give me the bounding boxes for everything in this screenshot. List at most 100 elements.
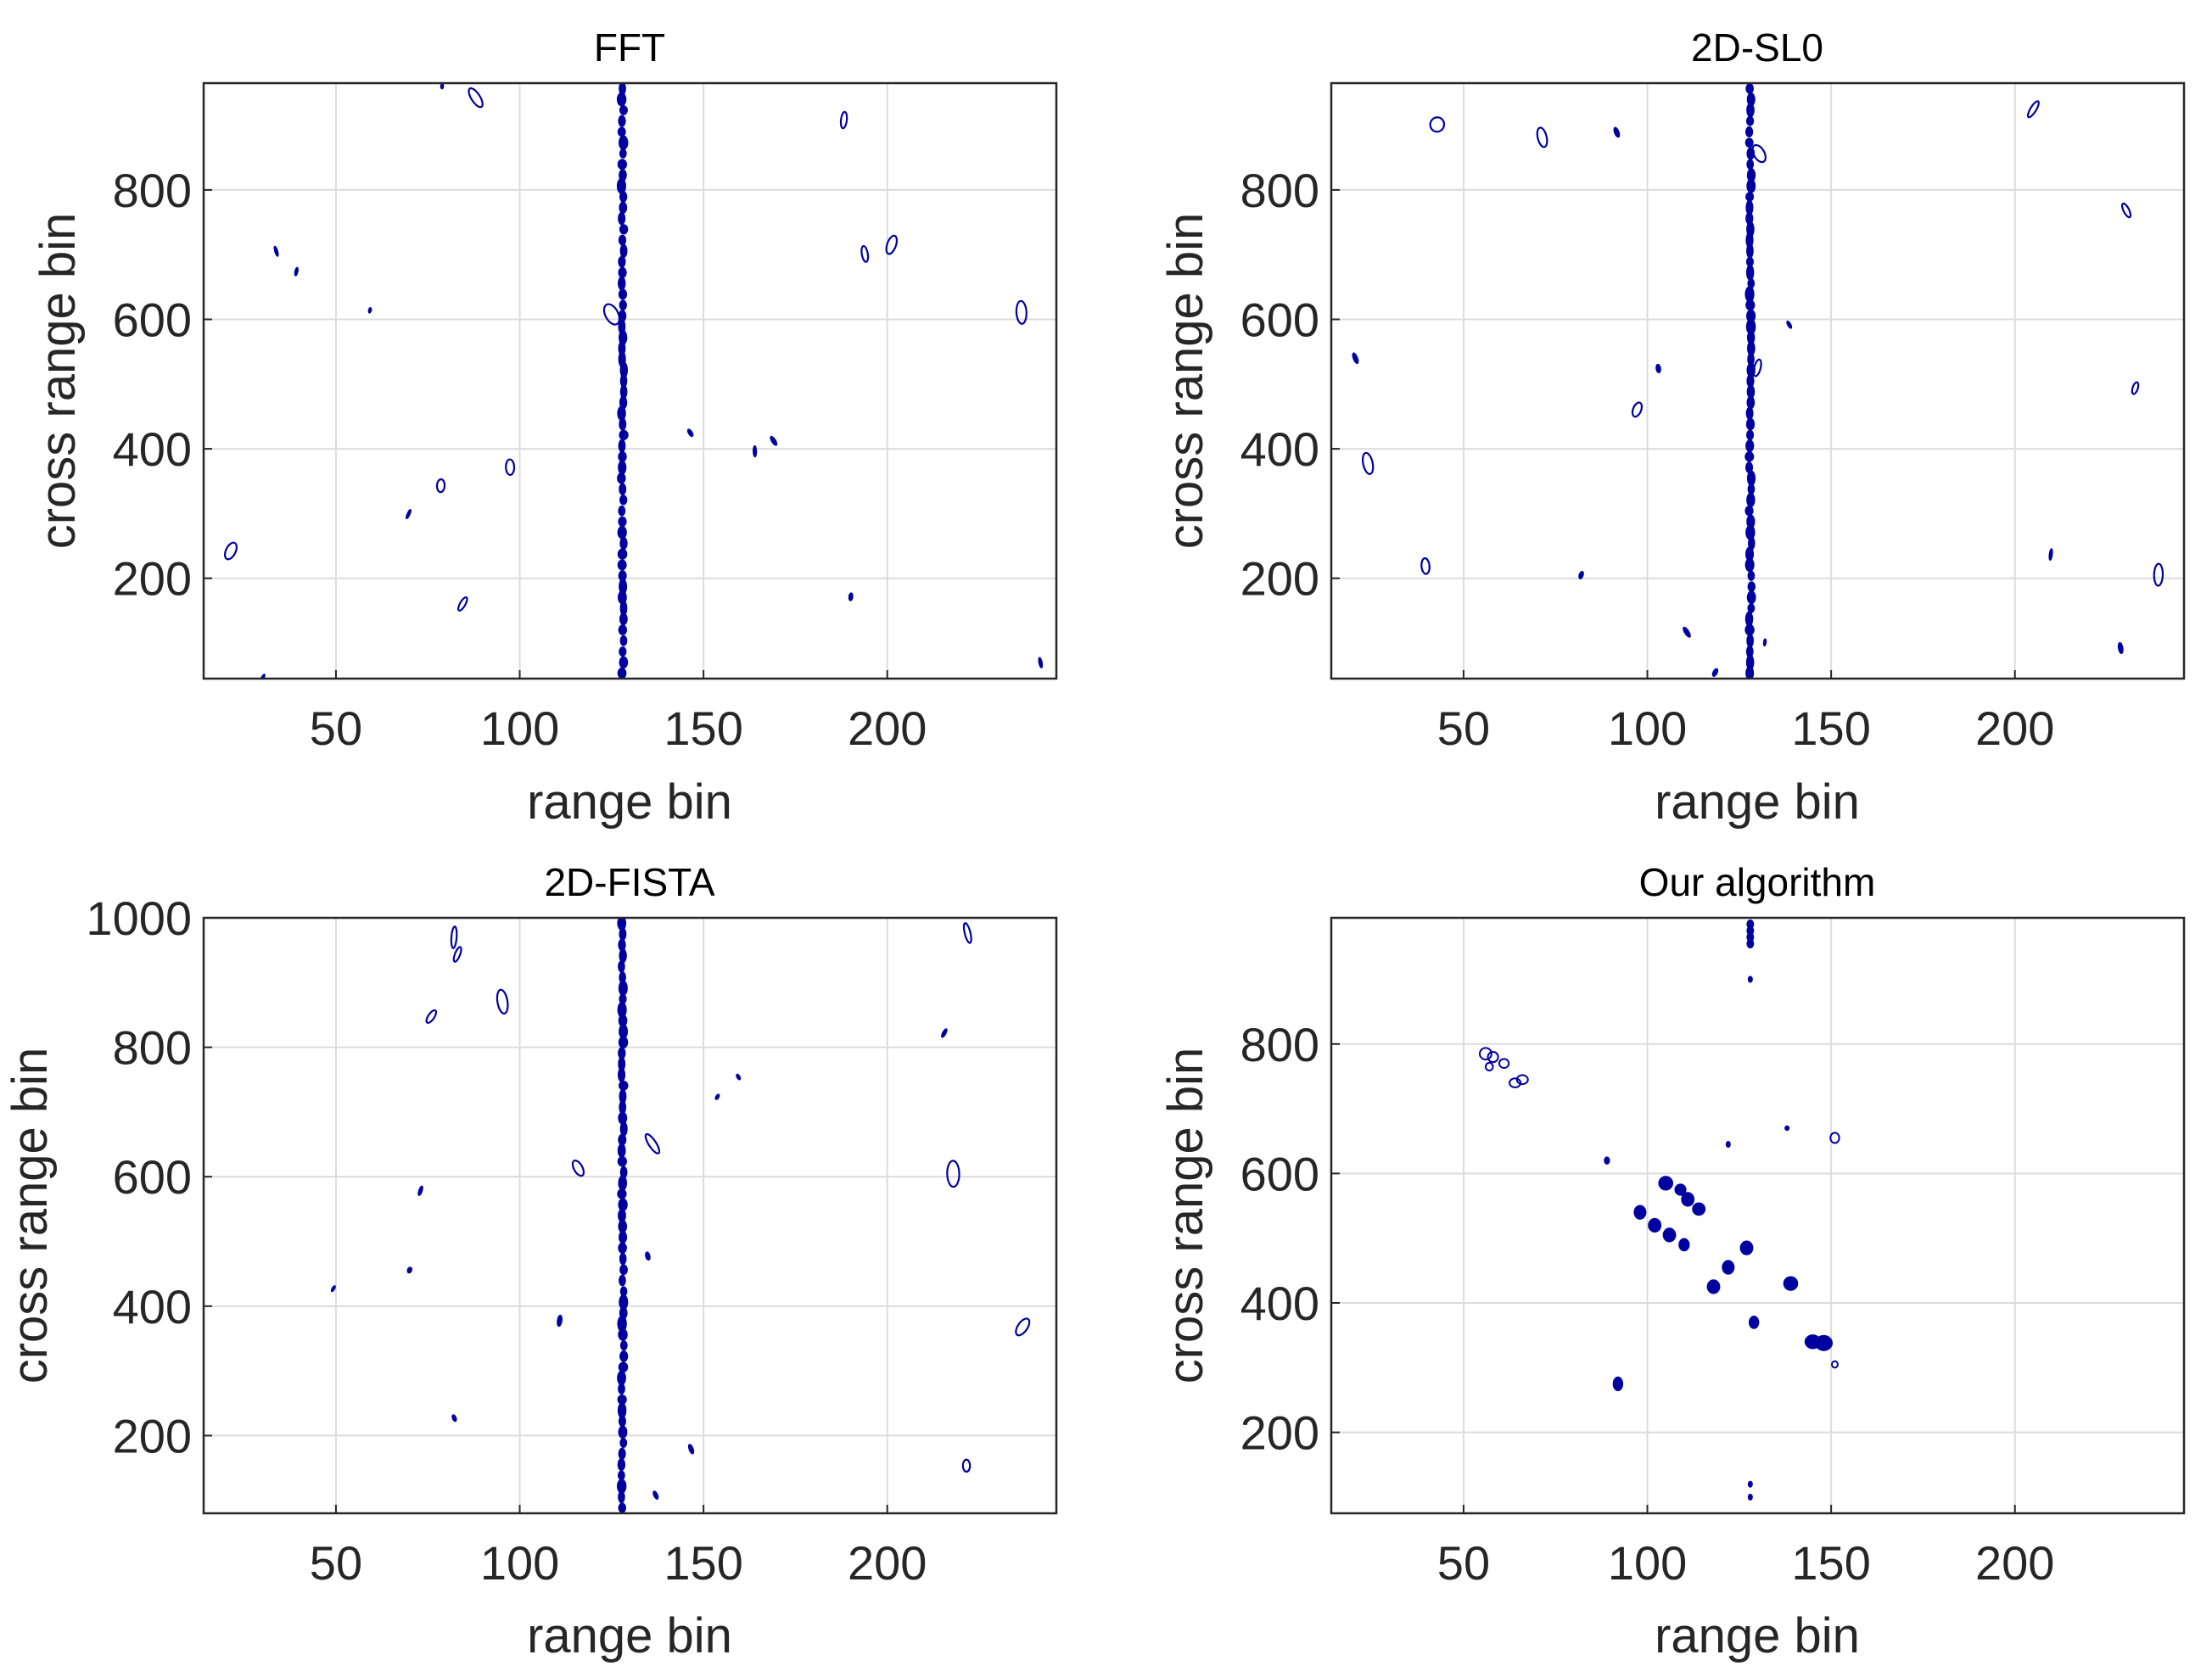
panel-title: 2D-SL0 bbox=[1691, 25, 1823, 70]
column-blob bbox=[619, 235, 626, 245]
speckle-contour bbox=[1763, 639, 1767, 646]
speckle-contour bbox=[1631, 401, 1644, 418]
axes-frame bbox=[204, 83, 1056, 679]
speckle-contour bbox=[736, 1074, 742, 1081]
speckle-contour bbox=[1655, 364, 1661, 373]
scatterer-point bbox=[1649, 1219, 1660, 1232]
column-blob bbox=[619, 625, 626, 634]
column-blob bbox=[619, 517, 626, 527]
speckle-contour bbox=[1682, 626, 1692, 638]
x-tick-label: 100 bbox=[1608, 1536, 1687, 1590]
plot-area bbox=[204, 82, 1056, 683]
column-blob bbox=[619, 1403, 626, 1418]
column-blob bbox=[619, 300, 626, 310]
scatterer-point bbox=[1679, 1238, 1688, 1250]
speckle-contour bbox=[570, 1159, 585, 1177]
column-blob bbox=[620, 1265, 627, 1274]
axes-frame bbox=[1331, 83, 2184, 679]
x-tick-label: 50 bbox=[1437, 702, 1490, 755]
column-blob bbox=[1746, 612, 1753, 626]
column-blob bbox=[619, 1362, 628, 1372]
scatterer-point bbox=[1604, 1157, 1609, 1164]
column-blob bbox=[1746, 407, 1752, 419]
speckle-contour bbox=[506, 459, 514, 475]
column-blob bbox=[618, 560, 625, 569]
column-blob bbox=[619, 115, 625, 126]
speckle-contour bbox=[1613, 126, 1621, 137]
speckle-contour bbox=[273, 246, 279, 257]
column-blob bbox=[1746, 193, 1754, 201]
speckle-contour bbox=[2153, 563, 2163, 585]
speckle-contour bbox=[451, 926, 457, 948]
column-blob bbox=[619, 289, 627, 299]
panel-title: Our algorithm bbox=[1639, 860, 1876, 904]
plot-area bbox=[1331, 918, 2184, 1513]
speckle-contour bbox=[417, 1186, 423, 1196]
column-blob bbox=[619, 647, 626, 656]
column-blob bbox=[1747, 493, 1755, 506]
speckle-contour bbox=[1038, 657, 1043, 668]
speckle-contour bbox=[466, 87, 484, 109]
y-tick-label: 1000 bbox=[86, 892, 192, 945]
speckle-contour bbox=[451, 1414, 457, 1422]
column-blob bbox=[620, 1166, 626, 1177]
column-blob bbox=[619, 267, 626, 277]
speckle-contour bbox=[848, 593, 854, 601]
figure: FFT range bin cross range bin 50 100 150 20… bbox=[0, 0, 2212, 1677]
column-blob bbox=[619, 571, 626, 581]
column-blob bbox=[620, 495, 627, 505]
column-blob bbox=[619, 1503, 625, 1512]
column-blob bbox=[619, 136, 628, 149]
column-blob bbox=[1747, 515, 1755, 528]
column-blob bbox=[620, 1439, 626, 1447]
scatterer-point bbox=[1614, 1378, 1622, 1390]
y-axis-label: cross range bin bbox=[1158, 213, 1213, 550]
x-tick-label: 200 bbox=[848, 1536, 927, 1590]
scatterer-point bbox=[1816, 1336, 1832, 1350]
column-blob bbox=[1745, 287, 1754, 302]
speckle-contour bbox=[687, 1444, 695, 1455]
scatterer-point bbox=[1784, 1277, 1798, 1289]
speckle-contour bbox=[368, 307, 372, 313]
x-axis-label: range bin bbox=[1655, 1608, 1860, 1663]
x-tick-label: 100 bbox=[480, 702, 559, 755]
column-blob bbox=[619, 484, 625, 495]
column-blob bbox=[1747, 117, 1754, 126]
scatterer-point bbox=[1634, 1206, 1645, 1219]
column-blob bbox=[619, 972, 625, 982]
scatterer-point bbox=[1682, 1193, 1694, 1205]
speckle-contour bbox=[437, 479, 445, 493]
scatterer-point bbox=[1741, 1242, 1753, 1255]
column-blob bbox=[619, 452, 626, 461]
column-blob bbox=[619, 1089, 625, 1103]
y-tick-label: 800 bbox=[1240, 164, 1319, 217]
column-blob bbox=[1747, 634, 1753, 647]
column-blob bbox=[618, 1479, 626, 1493]
speckle-contour bbox=[860, 245, 869, 262]
x-tick-label: 200 bbox=[1975, 1536, 2054, 1590]
speckle-contour bbox=[652, 1490, 659, 1500]
scatterer-point bbox=[1708, 1280, 1720, 1293]
speckle-contour bbox=[714, 1093, 720, 1100]
speckle-contour bbox=[1786, 321, 1793, 329]
y-tick-label: 200 bbox=[1240, 552, 1319, 606]
y-tick-label: 600 bbox=[113, 1150, 192, 1204]
y-tick-label: 200 bbox=[113, 552, 192, 606]
column-blob bbox=[619, 1295, 628, 1310]
column-blob bbox=[1747, 430, 1754, 439]
y-tick-label: 800 bbox=[113, 1021, 192, 1075]
speckle-contour bbox=[2026, 100, 2041, 119]
column-blob bbox=[619, 127, 625, 136]
speckle-contour bbox=[1361, 452, 1375, 475]
column-blob bbox=[1746, 127, 1753, 137]
y-tick-label: 400 bbox=[1240, 422, 1319, 476]
speckle-contour bbox=[753, 445, 757, 456]
speckle-contour bbox=[2120, 203, 2132, 219]
column-blob bbox=[1747, 93, 1755, 106]
axes-frame bbox=[1331, 918, 2184, 1513]
column-blob bbox=[620, 1254, 626, 1265]
plot-area bbox=[1331, 83, 2184, 679]
y-tick-label: 600 bbox=[1240, 293, 1319, 347]
scatterer-point bbox=[1488, 1052, 1498, 1062]
y-tick-label: 200 bbox=[113, 1409, 192, 1462]
